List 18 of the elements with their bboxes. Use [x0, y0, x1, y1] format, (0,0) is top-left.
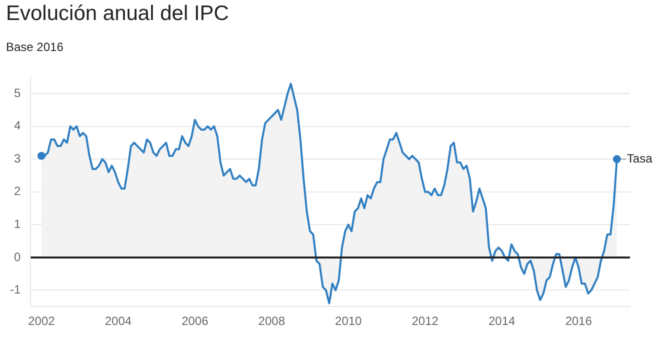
x-tick-label: 2006 — [182, 314, 209, 328]
x-tick-label: 2010 — [335, 314, 362, 328]
y-tick-label: 0 — [14, 250, 21, 264]
y-tick-label: 1 — [14, 216, 21, 231]
y-tick-label: -1 — [10, 282, 21, 297]
x-tick-label: 2012 — [412, 314, 439, 328]
x-tick-label: 2008 — [258, 314, 286, 328]
chart-subtitle: Base 2016 — [6, 40, 64, 54]
chart-title: Evolución anual del IPC — [6, 2, 229, 26]
x-tick-label: 2016 — [565, 314, 592, 328]
y-tick-label: 2 — [14, 184, 21, 198]
y-tick-label: 5 — [14, 86, 21, 100]
x-tick-label: 2004 — [104, 314, 132, 328]
x-tick-label: 2002 — [28, 314, 56, 328]
series-label: Tasa — [626, 151, 653, 166]
y-tick-label: 4 — [14, 118, 21, 133]
y-tick-label: 3 — [14, 151, 21, 166]
x-tick-label: 2014 — [488, 314, 516, 328]
